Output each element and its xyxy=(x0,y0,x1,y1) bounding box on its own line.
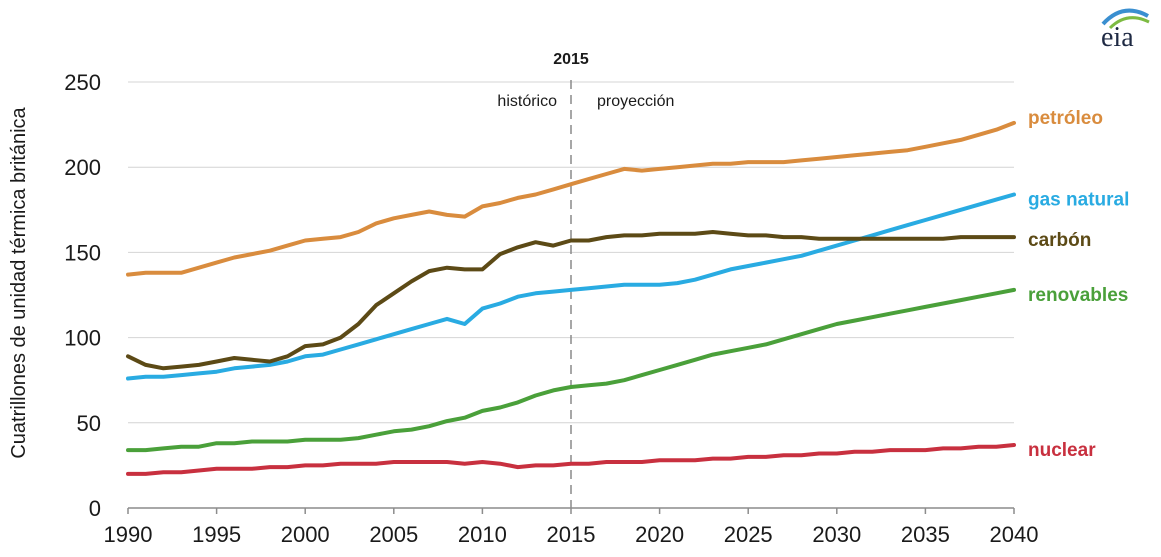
x-tick-label-1995: 1995 xyxy=(192,522,241,547)
y-tick-label-200: 200 xyxy=(64,155,101,180)
y-tick-label-50: 50 xyxy=(77,411,101,436)
y-tick-label-100: 100 xyxy=(64,326,101,351)
x-tick-label-2005: 2005 xyxy=(369,522,418,547)
axis-layer: 0 50 100 150 200 250 1990 1995 2000 2005 2010 2015 2… xyxy=(64,70,1038,547)
eia-logo-arc-blue xyxy=(1101,8,1149,26)
x-tick-label-2035: 2035 xyxy=(901,522,950,547)
y-tick-label-150: 150 xyxy=(64,240,101,265)
y-tick-label-0: 0 xyxy=(89,496,101,521)
x-tick-label-2030: 2030 xyxy=(812,522,861,547)
series-label-carbon: carbón xyxy=(1028,230,1091,251)
series-line-renovables xyxy=(126,287,1016,453)
marker-year-label: 2015 xyxy=(553,51,589,68)
x-tick-label-2010: 2010 xyxy=(458,522,507,547)
historical-label: histórico xyxy=(497,93,557,110)
x-tick-label-2040: 2040 xyxy=(990,522,1039,547)
projection-marker: 2015 histórico proyección xyxy=(497,51,674,508)
eia-logo-arc-green xyxy=(1108,16,1150,30)
projection-label: proyección xyxy=(597,93,674,110)
series-label-nuclear: nuclear xyxy=(1028,440,1096,461)
y-axis-title: Cuatrillones de unidad térmica británica xyxy=(8,106,30,458)
x-tick-label-2025: 2025 xyxy=(724,522,773,547)
x-tick-label-2020: 2020 xyxy=(635,522,684,547)
x-tick-label-2015: 2015 xyxy=(547,522,596,547)
series-line-petroleo xyxy=(126,120,1016,277)
y-tick-label-250: 250 xyxy=(64,70,101,95)
series-label-petroleo: petróleo xyxy=(1028,108,1103,129)
series-line-carbon xyxy=(126,230,1016,371)
series-label-gas-natural: gas natural xyxy=(1028,189,1129,210)
series-line-nuclear xyxy=(126,443,1016,476)
series-layer: petróleo gas natural carbón renovables nucle… xyxy=(126,108,1129,476)
x-tick-label-1990: 1990 xyxy=(104,522,153,547)
x-tick-label-2000: 2000 xyxy=(281,522,330,547)
series-label-renovables: renovables xyxy=(1028,285,1128,306)
eia-logo: eia xyxy=(1101,8,1150,53)
eia-logo-text: eia xyxy=(1101,22,1134,53)
